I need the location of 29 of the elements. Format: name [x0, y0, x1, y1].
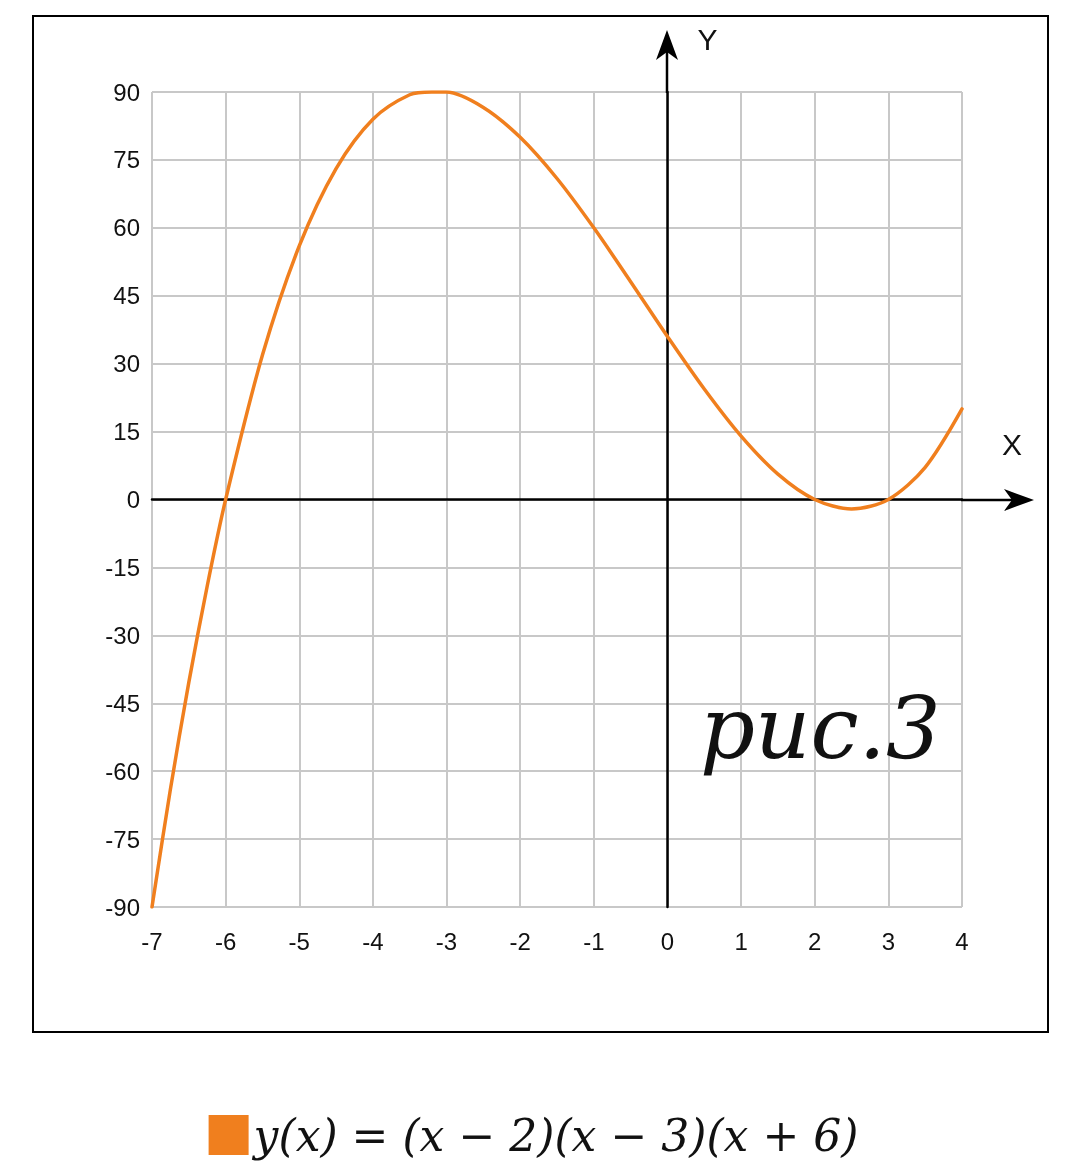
y-tick-label: -60 — [105, 757, 140, 785]
y-tick-label: -30 — [105, 621, 140, 649]
y-tick-label: -45 — [105, 689, 140, 717]
x-axis-title: X — [1002, 428, 1023, 461]
y-tick-label: 15 — [113, 418, 140, 446]
x-tick-label: -3 — [435, 927, 458, 955]
x-tick-label: 2 — [808, 927, 822, 955]
x-tick-label: -4 — [362, 927, 384, 955]
x-tick-label: 3 — [881, 927, 896, 955]
y-tick-label: -75 — [105, 825, 140, 853]
x-tick-label: -5 — [288, 927, 310, 955]
y-tick-label: 45 — [113, 282, 140, 310]
legend-label: y(x) = (x − 2)(x − 3)(x + 6) — [251, 1109, 859, 1161]
x-tick-label: -6 — [214, 927, 237, 955]
y-tick-label: -15 — [105, 553, 140, 581]
x-tick-label: -7 — [141, 927, 163, 955]
y-tick-label: 0 — [126, 486, 140, 513]
y-tick-label: 75 — [113, 146, 140, 174]
x-tick-label: -1 — [583, 927, 605, 955]
y-tick-label: -90 — [105, 893, 140, 921]
x-tick-label: 4 — [955, 927, 969, 955]
y-tick-label: 90 — [113, 78, 140, 106]
x-tick-label: -2 — [509, 927, 531, 955]
annotation: рис.3 — [700, 678, 941, 778]
x-tick-label: 1 — [734, 927, 748, 955]
x-tick-label: 0 — [660, 927, 675, 955]
y-tick-label: 60 — [113, 214, 140, 242]
y-axis-title: Y — [697, 22, 718, 56]
y-tick-label: 30 — [113, 350, 140, 378]
